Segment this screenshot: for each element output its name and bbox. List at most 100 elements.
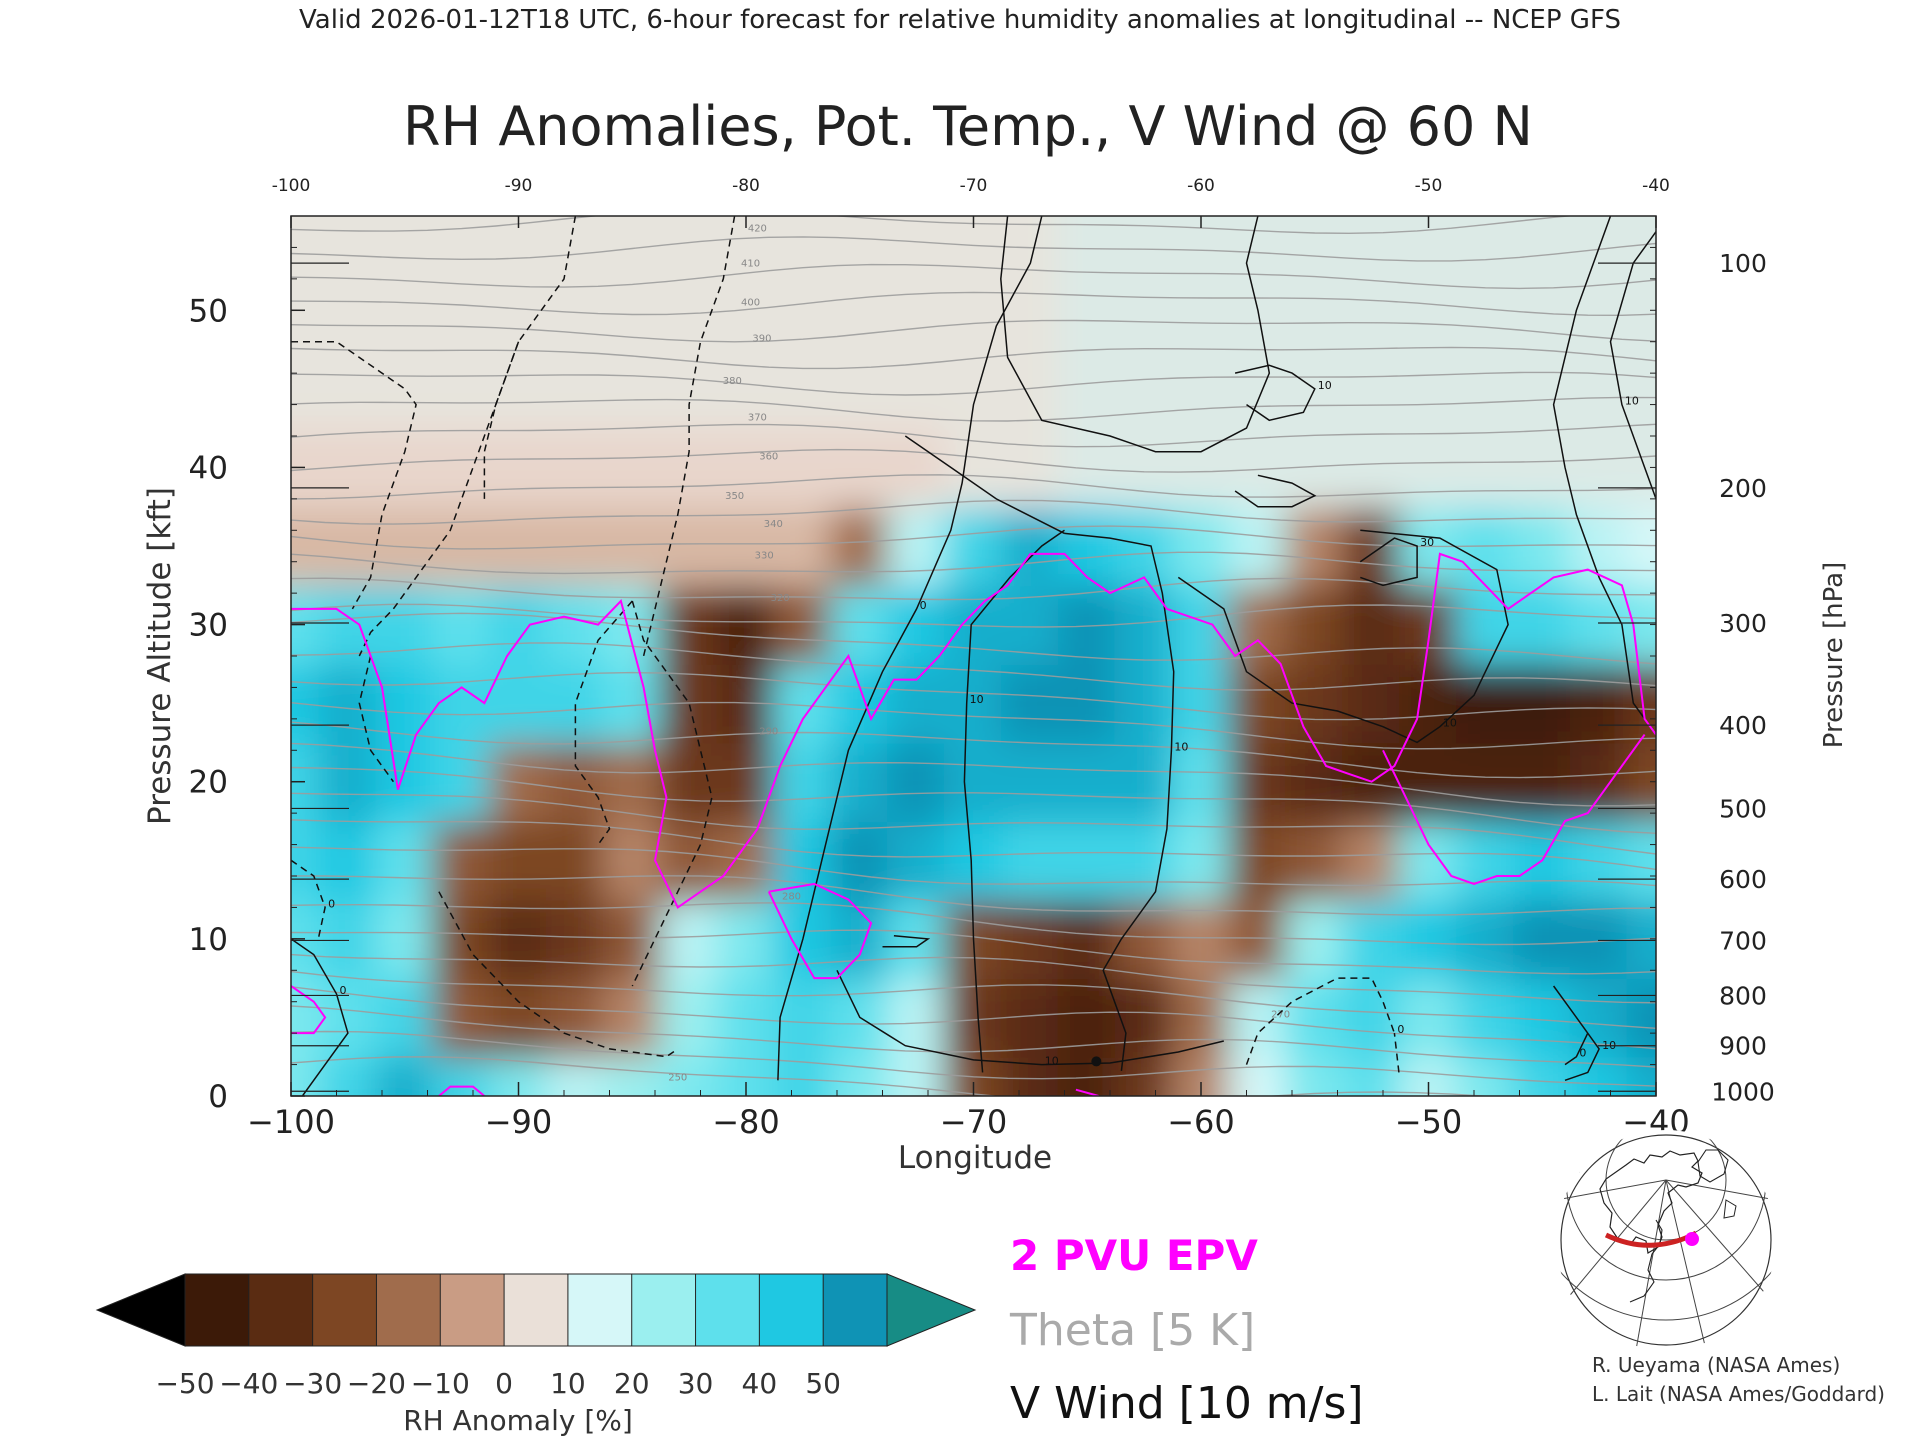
rh-cell <box>545 427 605 508</box>
rh-cell <box>944 348 1003 430</box>
rh-cell <box>1000 820 1060 901</box>
rh-cell <box>375 262 435 351</box>
theta-line <box>291 371 1656 396</box>
rh-cell <box>545 977 605 1058</box>
rh-cell <box>659 505 719 587</box>
rh-cell <box>545 348 605 430</box>
rh-cell <box>716 505 776 587</box>
colorbar-tick-label: 50 <box>805 1367 841 1400</box>
theta-line <box>291 603 1656 628</box>
rh-cell <box>489 584 548 665</box>
rh-cell <box>602 741 662 822</box>
rh-cell <box>1569 820 1629 901</box>
v-wind-label: 10 <box>1318 379 1332 392</box>
theta-label: 270 <box>1271 1009 1290 1020</box>
rh-cell <box>375 977 435 1058</box>
v-wind-line <box>438 891 679 1058</box>
rh-cell <box>1285 505 1345 587</box>
rh-cell <box>1057 741 1117 822</box>
rh-cell <box>1626 1055 1656 1096</box>
colorbar-max-arrow <box>886 1273 977 1347</box>
rh-cell <box>291 427 321 508</box>
rh-cell <box>659 898 719 980</box>
epv-line <box>1075 1088 1099 1096</box>
v-wind-label: 0 <box>1579 1047 1586 1060</box>
colorbar-swatch <box>503 1273 569 1347</box>
rh-cell <box>1399 262 1458 351</box>
rh-cell <box>887 505 947 587</box>
rh-cell <box>1569 741 1629 822</box>
rh-cell <box>1285 1055 1345 1096</box>
theta-line <box>291 846 1656 887</box>
rh-cell <box>716 348 776 430</box>
rh-cell <box>489 348 548 430</box>
v-wind-line <box>1552 216 1656 736</box>
v-wind-label: 0 <box>920 599 927 612</box>
pressure-tick-label: 100 <box>1719 249 1767 278</box>
rh-cell <box>944 262 1003 351</box>
theta-line <box>291 525 1656 550</box>
rh-cell <box>1228 262 1288 351</box>
colorbar-tick-label: 30 <box>678 1367 714 1400</box>
theta-label: 370 <box>748 412 767 423</box>
rh-cell <box>1455 898 1515 980</box>
y-tick-label: 0 <box>208 1079 228 1115</box>
rh-cell <box>432 741 492 822</box>
rh-cell <box>432 898 492 980</box>
rh-cell <box>1455 427 1515 508</box>
y-tick-label: 20 <box>189 765 228 801</box>
rh-cell <box>291 741 321 822</box>
v-wind-label: 30 <box>1420 536 1434 549</box>
rh-cell <box>291 584 321 665</box>
theta-label: 360 <box>759 452 778 463</box>
theta-line <box>291 819 1656 871</box>
x-top-tick-label: -70 <box>960 176 988 196</box>
rh-cell <box>318 584 378 665</box>
rh-cell <box>1626 662 1656 744</box>
rh-cell <box>291 662 321 744</box>
theta-line <box>291 396 1656 422</box>
v-wind-label: 10 <box>1045 1055 1059 1068</box>
theta-label: 320 <box>771 593 790 604</box>
colorbar-tick-label: −20 <box>347 1367 406 1400</box>
rh-cell <box>1171 505 1231 587</box>
theta-label: 280 <box>782 892 801 903</box>
rh-cell <box>716 262 776 351</box>
rh-cell <box>318 1055 378 1096</box>
rh-cell <box>432 820 492 901</box>
v-wind-line <box>1359 537 1418 587</box>
rh-cell <box>1342 348 1402 430</box>
epv-line <box>1382 734 1646 885</box>
surface-dot <box>1091 1056 1102 1067</box>
rh-cell <box>318 898 378 980</box>
x-axis: −100 −90 −80 −70 −60 −50 −40 <box>247 1082 1690 1141</box>
theta-line <box>291 1030 1656 1087</box>
rh-cell <box>1626 741 1656 822</box>
rh-cell <box>1399 427 1458 508</box>
rh-cell <box>1626 262 1656 351</box>
theta-line <box>291 448 1656 473</box>
theta-line <box>291 499 1656 525</box>
v-wind-line <box>1000 216 1271 453</box>
y-axis-pressure: 100 200 300 400 500 600 700 800 900 1000 <box>1598 215 1775 1106</box>
rh-cell <box>773 427 833 508</box>
theta-line <box>291 423 1656 448</box>
rh-cell <box>1342 262 1402 351</box>
rh-cell <box>1000 427 1060 508</box>
pressure-tick-label: 1000 <box>1711 1077 1775 1106</box>
v-wind-line <box>291 938 349 1096</box>
theta-line <box>291 236 1656 262</box>
rh-cell <box>1057 662 1117 744</box>
rh-cell <box>1171 898 1231 980</box>
colorbar-swatch <box>248 1273 314 1347</box>
pressure-tick-label: 500 <box>1719 794 1767 823</box>
rh-cell <box>602 427 662 508</box>
valid-time-line: Valid 2026-01-12T18 UTC, 6-hour forecast… <box>299 5 1621 35</box>
rh-cell <box>545 262 605 351</box>
v-wind-line <box>642 216 736 657</box>
theta-line <box>291 766 1656 834</box>
pressure-tick-label: 200 <box>1719 474 1767 503</box>
colorbar-swatch <box>184 1273 250 1347</box>
